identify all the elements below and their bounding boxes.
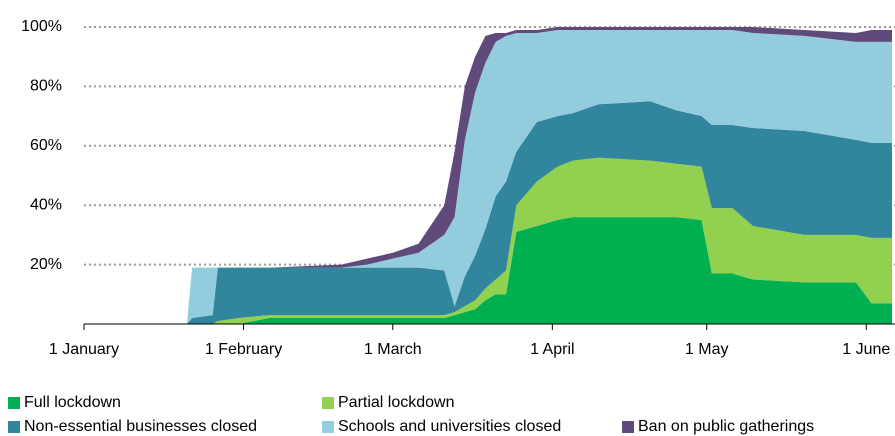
x-tick-label: 1 March [364, 341, 422, 358]
area [84, 157, 892, 324]
legend-swatch [322, 421, 334, 433]
legend-swatch [622, 421, 634, 433]
y-tick-label: 20% [30, 256, 62, 273]
legend-swatch [322, 397, 334, 409]
x-tick-label: 1 January [49, 341, 119, 358]
y-tick-label: 80% [30, 78, 62, 95]
legend-label: Ban on public gatherings [638, 418, 814, 435]
legend-label: Full lockdown [24, 394, 121, 411]
legend-swatch [8, 421, 20, 433]
legend-swatch [8, 397, 20, 409]
x-tick-label: 1 June [842, 341, 890, 358]
x-tick-label: 1 February [205, 341, 282, 358]
legend-label: Schools and universities closed [338, 418, 561, 435]
y-tick-label: 100% [21, 18, 62, 35]
area [84, 29, 892, 324]
legend-label: Non-essential businesses closed [24, 418, 257, 435]
x-tick-label: 1 May [685, 341, 729, 358]
y-tick-label: 60% [30, 137, 62, 154]
legend-label: Partial lockdown [338, 394, 455, 411]
y-tick-label: 40% [30, 196, 62, 213]
area [84, 101, 892, 324]
x-tick-label: 1 April [530, 341, 574, 358]
area [84, 217, 892, 324]
